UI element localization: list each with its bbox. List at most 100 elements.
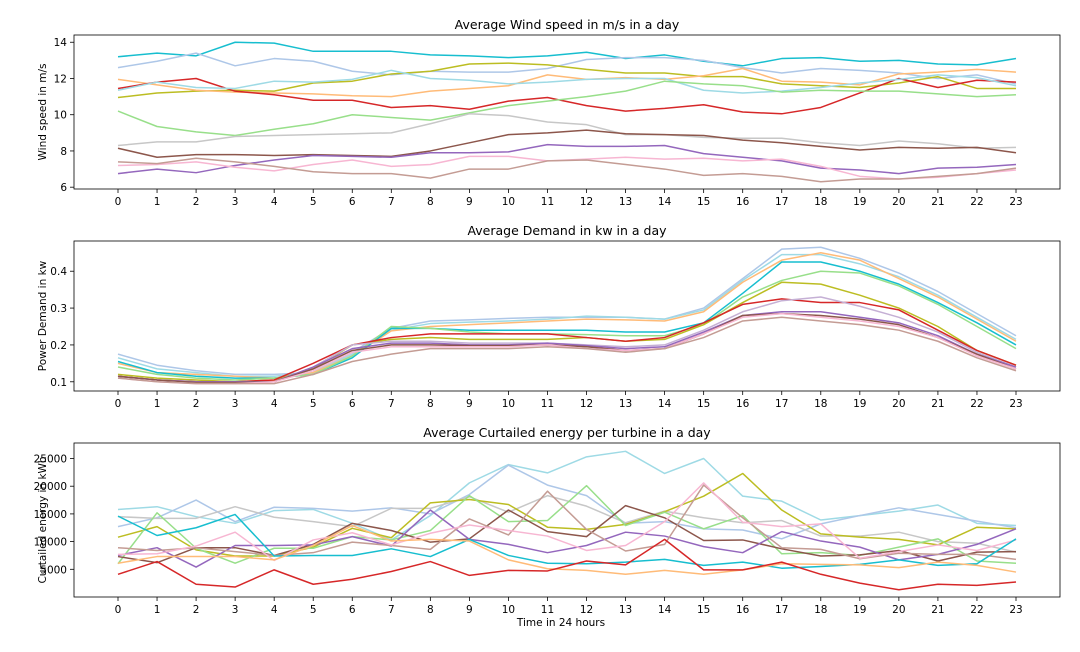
x-tick-label: 11 [541,398,554,410]
x-tick-label: 0 [115,398,122,410]
series-line-2 [117,464,1017,540]
plot-frame [73,34,1061,190]
x-tick-label: 22 [970,604,983,616]
x-tick-label: 6 [349,196,356,208]
x-tick-label: 19 [853,604,866,616]
x-tick-label: 1 [154,196,161,208]
x-tick-label: 15 [697,604,710,616]
series-line-11 [117,312,1017,385]
x-tick-label: 3 [232,604,239,616]
x-tick-label: 8 [427,196,434,208]
x-tick-label: 4 [271,604,278,616]
x-tick-label: 8 [427,604,434,616]
x-tick-label: 21 [931,196,944,208]
x-tick-label: 3 [232,398,239,410]
x-tick-label: 9 [466,196,473,208]
y-tick-label: 15000 [34,509,67,521]
plot-frame [73,442,1061,598]
series-group [117,246,1017,385]
curtailed-energy-panel: 0 1 2 3 4 5 6 7 8 9 10 11 12 13 14 15 16 17 18 19 20 21 22 2350… [34,425,1061,629]
series-group [117,450,1017,591]
chart-title: Average Wind speed in m/s in a day [455,17,680,32]
x-tick-label: 14 [658,604,672,616]
x-tick-label: 6 [349,398,356,410]
x-tick-label: 23 [1009,604,1022,616]
series-line-9 [117,482,1017,562]
y-tick-label: 5000 [40,564,67,576]
series-line-2 [117,52,1017,85]
x-tick-label: 23 [1009,398,1022,410]
y-tick-label: 25000 [34,454,67,466]
y-tick-label: 14 [54,37,68,49]
series-line-5 [117,77,1017,115]
x-tick-label: 8 [427,398,434,410]
x-tick-label: 16 [736,196,750,208]
series-line-11 [117,524,1017,576]
y-axis-label: Power Demand in kw [37,260,49,371]
series-group [117,41,1017,183]
x-tick-label: 12 [580,398,593,410]
x-tick-label: 5 [310,604,317,616]
x-tick-label: 0 [115,196,122,208]
y-tick-label: 8 [60,146,67,158]
y-axis-label: Wind speed in m/s [37,64,49,161]
x-tick-label: 15 [697,196,710,208]
x-tick-label: 7 [388,398,395,410]
x-tick-label: 10 [502,398,515,410]
series-line-1 [117,246,1017,376]
x-tick-label: 10 [502,196,515,208]
y-tick-label: 6 [60,182,67,194]
x-tick-label: 7 [388,196,395,208]
series-line-7 [117,509,1017,568]
x-tick-label: 11 [541,604,554,616]
x-tick-label: 1 [154,398,161,410]
series-line-3 [117,62,1016,99]
x-tick-label: 21 [931,398,944,410]
x-tick-label: 4 [271,196,278,208]
y-tick-label: 10 [54,110,67,122]
x-tick-label: 13 [619,398,632,410]
x-tick-label: 1 [154,604,161,616]
chart-title: Average Curtailed energy per turbine in … [423,425,711,440]
x-tick-label: 21 [931,604,944,616]
wind-speed-panel: 0 1 2 3 4 5 6 7 8 9 10 11 12 13 14 15 16 17 18 19 20 21 22 2368… [37,17,1061,208]
x-tick-label: 12 [580,196,593,208]
series-line-12 [117,538,1017,591]
x-tick-label: 6 [349,604,356,616]
x-tick-label: 19 [853,196,866,208]
x-tick-label: 22 [970,196,983,208]
x-tick-label: 7 [388,604,395,616]
x-tick-label: 14 [658,398,672,410]
x-tick-label: 2 [193,196,200,208]
series-line-8 [117,113,1017,149]
x-tick-label: 17 [775,604,788,616]
x-tick-label: 18 [814,398,827,410]
x-tick-label: 2 [193,398,200,410]
plot-frame [73,240,1061,392]
x-tick-label: 20 [892,398,905,410]
x-tick-label: 16 [736,398,750,410]
series-line-12 [117,316,1017,385]
y-tick-label: 20000 [34,481,67,493]
series-line-6 [117,69,1017,94]
x-tick-label: 5 [310,196,317,208]
x-tick-label: 11 [541,196,554,208]
x-tick-label: 4 [271,398,278,410]
y-axis-label: Curtailed energy in kWh [37,456,49,583]
series-line-9 [117,129,1017,159]
demand-panel: 0 1 2 3 4 5 6 7 8 9 10 11 12 13 14 15 16 17 18 19 20 21 22 230.… [37,223,1061,410]
y-tick-label: 0.1 [50,377,67,389]
series-line-3 [117,494,1017,553]
x-tick-label: 22 [970,398,983,410]
series-line-6 [117,281,1017,383]
series-line-10 [117,143,1017,175]
x-axis-label: Time in 24 hours [516,617,605,629]
chart-title: Average Demand in kw in a day [467,223,667,238]
x-tick-label: 10 [502,604,515,616]
x-tick-label: 18 [814,196,827,208]
y-tick-label: 0.3 [50,303,67,315]
x-tick-label: 5 [310,398,317,410]
x-tick-label: 13 [619,196,632,208]
x-tick-label: 23 [1009,196,1022,208]
